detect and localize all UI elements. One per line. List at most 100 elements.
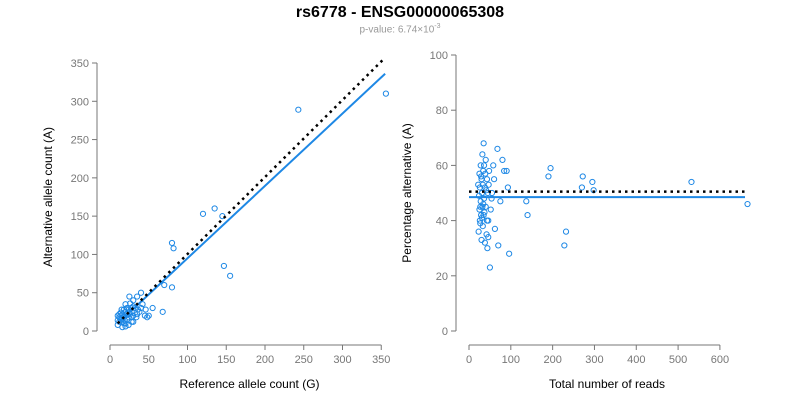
right-data-point bbox=[483, 176, 491, 183]
chart-title: rs6778 - ENSG00000065308 bbox=[295, 4, 505, 21]
p-value-exponent: -3 bbox=[434, 23, 441, 30]
right-data-point bbox=[480, 200, 487, 208]
right-data-point bbox=[486, 264, 494, 271]
left-data-point bbox=[125, 321, 132, 328]
left-data-point bbox=[170, 245, 177, 252]
left-data-point bbox=[382, 90, 389, 97]
left-data-point bbox=[120, 314, 128, 321]
left-data-point bbox=[119, 324, 126, 331]
left-x-tick-label: 200 bbox=[256, 354, 274, 366]
right-y-tick-label: 60 bbox=[436, 160, 448, 172]
left-data-point bbox=[122, 323, 129, 330]
right-data-point bbox=[483, 217, 491, 224]
right-data-point bbox=[547, 165, 554, 172]
left-data-point bbox=[149, 304, 156, 312]
left-data-point bbox=[133, 314, 140, 321]
right-data-point bbox=[504, 184, 511, 191]
right-data-point bbox=[475, 181, 482, 188]
right-data-point bbox=[478, 176, 485, 183]
right-data-point bbox=[490, 162, 497, 169]
right-data-point bbox=[476, 217, 483, 224]
left-x-tick-label: 350 bbox=[372, 354, 390, 366]
left-y-tick-label: 300 bbox=[71, 96, 89, 108]
left-data-point bbox=[139, 301, 146, 308]
right-data-point bbox=[488, 195, 495, 202]
right-data-point bbox=[480, 140, 487, 147]
left-data-point bbox=[118, 306, 125, 313]
right-data-point bbox=[561, 242, 568, 249]
left-data-point bbox=[117, 309, 124, 316]
left-y-tick-label: 250 bbox=[71, 135, 89, 147]
right-data-point bbox=[495, 242, 502, 249]
right-y-tick-label: 80 bbox=[436, 105, 448, 117]
right-y-tick-label: 20 bbox=[436, 271, 448, 283]
left-data-point bbox=[159, 308, 166, 315]
p-value-subtitle: p-value: 6.74×10-3 bbox=[0, 23, 800, 35]
left-x-tick-label: 250 bbox=[295, 354, 313, 366]
right-data-point bbox=[688, 178, 695, 186]
right-data-point bbox=[481, 239, 488, 246]
left-data-point bbox=[130, 318, 137, 325]
right-y-tick-label: 0 bbox=[442, 326, 448, 338]
left-data-point bbox=[168, 284, 176, 291]
right-data-point bbox=[485, 234, 492, 241]
left-data-point bbox=[199, 210, 207, 217]
left-x-tick-label: 300 bbox=[333, 354, 351, 366]
left-data-point bbox=[211, 205, 218, 212]
left-data-point bbox=[134, 293, 141, 300]
left-data-point bbox=[134, 311, 141, 318]
right-data-point bbox=[579, 173, 586, 180]
left-data-point bbox=[137, 289, 145, 296]
right-data-point bbox=[477, 162, 484, 169]
right-data-point bbox=[501, 167, 508, 175]
right-x-tick-label: 400 bbox=[627, 354, 645, 366]
left-data-point bbox=[126, 293, 133, 300]
right-data-point bbox=[499, 156, 506, 163]
left-x-tick-label: 0 bbox=[107, 354, 113, 366]
right-data-point bbox=[491, 225, 499, 232]
left-y-axis-label: Alternative allele count (A) bbox=[41, 127, 55, 267]
right-data-point bbox=[476, 206, 483, 213]
right-data-point bbox=[503, 167, 510, 175]
right-x-axis-label: Total number of reads bbox=[549, 377, 665, 391]
left-y-tick-label: 350 bbox=[71, 58, 89, 70]
right-y-tick-label: 40 bbox=[436, 216, 448, 228]
right-data-point bbox=[497, 198, 504, 205]
right-data-point bbox=[485, 181, 492, 188]
right-data-point bbox=[481, 209, 488, 216]
right-data-point bbox=[480, 162, 488, 169]
left-y-tick-label: 200 bbox=[71, 173, 89, 185]
right-y-tick-label: 100 bbox=[430, 50, 448, 62]
right-y-axis-label: Percentage alternative (A) bbox=[400, 123, 414, 262]
left-y-tick-label: 0 bbox=[83, 326, 89, 338]
left-y-tick-label: 150 bbox=[71, 211, 89, 223]
right-data-point bbox=[524, 211, 531, 219]
right-data-point bbox=[494, 145, 501, 152]
right-x-tick-label: 0 bbox=[466, 354, 472, 366]
left-data-point bbox=[145, 312, 152, 319]
right-x-tick-label: 300 bbox=[585, 354, 603, 366]
right-data-point bbox=[523, 198, 530, 205]
right-x-tick-label: 100 bbox=[502, 354, 520, 366]
right-data-point bbox=[487, 206, 494, 213]
right-data-point bbox=[475, 228, 482, 235]
left-data-point bbox=[122, 320, 129, 327]
right-data-point bbox=[478, 236, 485, 244]
left-y-tick-label: 50 bbox=[77, 288, 89, 300]
left-data-point bbox=[130, 312, 137, 319]
left-x-tick-label: 100 bbox=[178, 354, 196, 366]
left-data-point bbox=[114, 312, 121, 319]
left-data-point bbox=[126, 308, 133, 315]
right-data-point bbox=[482, 156, 489, 163]
right-data-point bbox=[506, 250, 513, 257]
left-x-tick-label: 150 bbox=[217, 354, 235, 366]
left-data-point bbox=[142, 306, 149, 313]
left-fit-line bbox=[117, 72, 386, 325]
left-data-point bbox=[116, 318, 123, 325]
left-x-axis-label: Reference allele count (G) bbox=[179, 377, 319, 391]
right-x-tick-label: 500 bbox=[669, 354, 687, 366]
right-data-point bbox=[479, 181, 486, 188]
right-x-tick-label: 600 bbox=[711, 354, 729, 366]
